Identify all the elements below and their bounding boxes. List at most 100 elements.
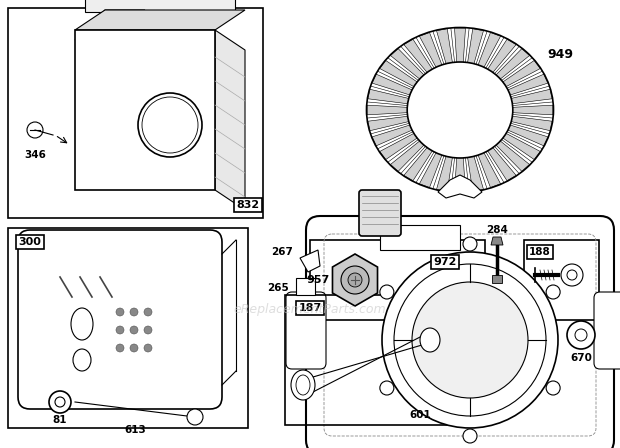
Polygon shape bbox=[367, 105, 407, 115]
Bar bbox=[8, 228, 248, 428]
Circle shape bbox=[144, 326, 152, 334]
Circle shape bbox=[116, 308, 124, 316]
Bar bbox=[151, 122, 209, 136]
Polygon shape bbox=[454, 155, 466, 192]
Text: 670: 670 bbox=[570, 353, 592, 363]
Bar bbox=[151, 50, 209, 64]
Bar bbox=[151, 146, 209, 160]
Polygon shape bbox=[368, 89, 409, 104]
Bar bbox=[524, 240, 599, 320]
Ellipse shape bbox=[296, 375, 310, 395]
Circle shape bbox=[130, 308, 138, 316]
Polygon shape bbox=[215, 30, 245, 210]
Bar bbox=[81, 98, 119, 112]
Polygon shape bbox=[419, 151, 443, 187]
Text: 300: 300 bbox=[19, 237, 42, 247]
Bar bbox=[81, 170, 119, 184]
Polygon shape bbox=[75, 10, 245, 30]
Polygon shape bbox=[372, 74, 412, 95]
Bar bbox=[151, 74, 209, 88]
Polygon shape bbox=[380, 60, 418, 87]
Text: 265: 265 bbox=[267, 283, 289, 293]
Circle shape bbox=[561, 264, 583, 286]
Polygon shape bbox=[513, 105, 553, 115]
Polygon shape bbox=[436, 154, 453, 191]
Bar bbox=[285, 295, 465, 425]
Circle shape bbox=[49, 391, 71, 413]
FancyBboxPatch shape bbox=[594, 292, 620, 369]
Text: 187: 187 bbox=[298, 303, 322, 313]
Polygon shape bbox=[492, 275, 502, 283]
Ellipse shape bbox=[73, 349, 91, 371]
Circle shape bbox=[463, 429, 477, 443]
Circle shape bbox=[567, 321, 595, 349]
Circle shape bbox=[187, 409, 203, 425]
Circle shape bbox=[27, 122, 43, 138]
Polygon shape bbox=[372, 125, 412, 146]
Polygon shape bbox=[404, 39, 433, 73]
Circle shape bbox=[463, 237, 477, 251]
FancyBboxPatch shape bbox=[306, 216, 614, 448]
Ellipse shape bbox=[71, 308, 93, 340]
Polygon shape bbox=[419, 33, 443, 69]
Circle shape bbox=[380, 285, 394, 299]
Polygon shape bbox=[467, 154, 484, 191]
Circle shape bbox=[144, 344, 152, 352]
Polygon shape bbox=[467, 29, 484, 66]
Circle shape bbox=[116, 326, 124, 334]
Polygon shape bbox=[436, 29, 453, 66]
Text: 81: 81 bbox=[53, 415, 67, 425]
Circle shape bbox=[130, 326, 138, 334]
Bar bbox=[380, 225, 460, 250]
Polygon shape bbox=[332, 254, 378, 306]
Text: 949: 949 bbox=[547, 48, 573, 61]
Polygon shape bbox=[502, 133, 540, 159]
Polygon shape bbox=[75, 30, 215, 190]
Polygon shape bbox=[502, 60, 540, 87]
Circle shape bbox=[546, 381, 560, 395]
FancyBboxPatch shape bbox=[286, 292, 326, 369]
Polygon shape bbox=[404, 146, 433, 181]
Circle shape bbox=[575, 329, 587, 341]
Circle shape bbox=[116, 344, 124, 352]
Text: 613: 613 bbox=[124, 425, 146, 435]
Polygon shape bbox=[380, 133, 418, 159]
Ellipse shape bbox=[420, 328, 440, 352]
FancyBboxPatch shape bbox=[359, 190, 401, 236]
Bar bbox=[81, 74, 119, 88]
Text: 188: 188 bbox=[529, 247, 551, 257]
Circle shape bbox=[394, 264, 546, 416]
Polygon shape bbox=[75, 10, 145, 40]
Polygon shape bbox=[487, 146, 516, 181]
Polygon shape bbox=[454, 28, 466, 65]
Polygon shape bbox=[511, 89, 552, 104]
Text: 601: 601 bbox=[409, 410, 431, 420]
Text: 957: 957 bbox=[306, 275, 330, 285]
Bar bbox=[8, 8, 263, 218]
Text: 284: 284 bbox=[486, 225, 508, 235]
Polygon shape bbox=[511, 116, 552, 131]
Circle shape bbox=[380, 381, 394, 395]
Text: eReplacementParts.com: eReplacementParts.com bbox=[234, 303, 386, 316]
Circle shape bbox=[55, 397, 65, 407]
Polygon shape bbox=[495, 49, 529, 80]
Ellipse shape bbox=[407, 62, 513, 158]
Polygon shape bbox=[391, 140, 425, 171]
Text: 972: 972 bbox=[433, 257, 457, 267]
Circle shape bbox=[546, 285, 560, 299]
Polygon shape bbox=[438, 175, 482, 198]
Text: 346: 346 bbox=[24, 150, 46, 160]
FancyBboxPatch shape bbox=[18, 230, 222, 409]
Polygon shape bbox=[491, 237, 503, 245]
Bar bbox=[85, 0, 235, 12]
Circle shape bbox=[130, 344, 138, 352]
Polygon shape bbox=[508, 125, 548, 146]
Polygon shape bbox=[508, 74, 548, 95]
Polygon shape bbox=[495, 140, 529, 171]
Circle shape bbox=[144, 308, 152, 316]
Polygon shape bbox=[368, 116, 409, 131]
Circle shape bbox=[567, 270, 577, 280]
Polygon shape bbox=[300, 250, 320, 272]
Text: 832: 832 bbox=[236, 200, 260, 210]
Polygon shape bbox=[477, 151, 500, 187]
